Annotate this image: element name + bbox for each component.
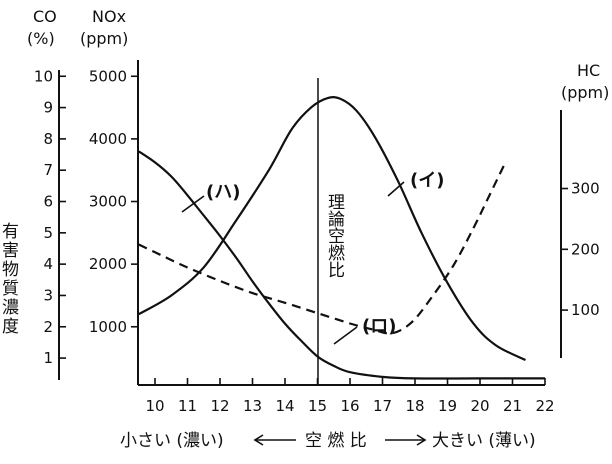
x-tick-label: 18 xyxy=(405,397,424,415)
co-tick-label: 5 xyxy=(43,224,53,242)
x-tick-label: 21 xyxy=(503,397,522,415)
hc-tick-label: 300 xyxy=(571,180,600,198)
arrow-left-head xyxy=(253,434,264,446)
x-tick-label: 17 xyxy=(373,397,392,415)
nox-ticks: 1000 2000 3000 4000 5000 xyxy=(89,67,138,336)
nox-axis-unit: (ppm) xyxy=(80,29,128,48)
series-label-i: (イ) xyxy=(410,170,444,191)
co-ticks: 1 2 3 4 5 6 7 8 9 10 xyxy=(34,67,66,367)
co-axis-unit: (%) xyxy=(27,29,55,48)
co-tick-label: 4 xyxy=(43,255,53,273)
hc-axis-header: HC xyxy=(577,61,600,80)
x-tick-label: 14 xyxy=(275,397,294,415)
x-tick-label: 22 xyxy=(535,397,554,415)
co-tick-label: 6 xyxy=(43,193,53,211)
stoich-label: 理論空燃比 xyxy=(324,193,345,278)
co-tick-label: 7 xyxy=(43,161,53,179)
x-ticks: 10 11 12 13 14 15 16 17 18 19 20 21 22 xyxy=(145,378,555,415)
x-tick-label: 10 xyxy=(145,397,164,415)
x-tick-label: 20 xyxy=(470,397,489,415)
nox-tick-label: 4000 xyxy=(89,130,127,148)
nox-tick-label: 1000 xyxy=(89,318,127,336)
series-leader-ro xyxy=(333,326,358,345)
nox-axis-header: NOx xyxy=(92,7,126,26)
series-leader-ha xyxy=(181,195,205,213)
x-tick-label: 11 xyxy=(178,397,197,415)
hc-tick-label: 200 xyxy=(571,240,600,258)
series-label-ha: (ハ) xyxy=(206,182,240,203)
nox-tick-label: 5000 xyxy=(89,67,127,85)
series-line-i-nox xyxy=(138,96,526,361)
x-tick-label: 15 xyxy=(308,397,327,415)
co-tick-label: 3 xyxy=(43,286,53,304)
co-tick-label: 9 xyxy=(43,99,53,117)
hc-tick-label: 100 xyxy=(571,301,600,319)
y-axis-label: 有害物質濃度 xyxy=(0,222,19,336)
x-label-left: 小さい (濃い) xyxy=(120,431,224,451)
x-tick-label: 13 xyxy=(243,397,262,415)
series-group xyxy=(138,96,545,380)
co-tick-label: 10 xyxy=(34,67,53,85)
series-line-ro-hc xyxy=(138,160,507,335)
x-tick-label: 12 xyxy=(210,397,229,415)
co-tick-label: 2 xyxy=(43,318,53,336)
hc-ticks: 100 200 300 xyxy=(561,180,600,319)
x-tick-label: 16 xyxy=(340,397,359,415)
co-axis-header: CO xyxy=(33,7,57,26)
hc-axis-unit: (ppm) xyxy=(561,83,609,102)
x-tick-label: 19 xyxy=(438,397,457,415)
co-tick-label: 1 xyxy=(43,349,53,367)
arrow-right-head xyxy=(416,434,427,446)
nox-tick-label: 3000 xyxy=(89,193,127,211)
x-label-center: 空 燃 比 xyxy=(305,431,367,451)
series-leader-i xyxy=(387,181,405,197)
co-tick-label: 8 xyxy=(43,130,53,148)
x-label-right: 大きい (薄い) xyxy=(432,431,536,451)
series-label-ro: (ロ) xyxy=(362,316,396,337)
series-line-ha-co xyxy=(138,150,545,380)
nox-tick-label: 2000 xyxy=(89,255,127,273)
